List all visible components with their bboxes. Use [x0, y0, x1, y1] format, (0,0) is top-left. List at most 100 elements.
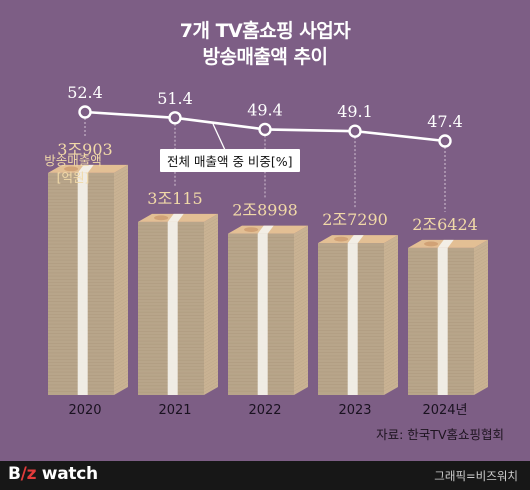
bill-edge-side [113, 261, 129, 270]
bill-edge-side [383, 296, 399, 305]
bill-edge-side [383, 328, 399, 337]
share-legend-label: 전체 매출액 중 비중[%] [160, 149, 300, 172]
bill-edge-side [203, 227, 219, 236]
bill-edge-side [113, 213, 129, 222]
bill-edge-side [203, 339, 219, 348]
bill-edge-side [293, 258, 309, 267]
bill-edge-side [113, 344, 129, 354]
bill-edge-side [293, 306, 309, 315]
logo-rest: watch [36, 464, 98, 484]
bill-edge-side [383, 312, 399, 321]
revenue-bar-2023: 2조7290 [318, 210, 399, 395]
bill-edge-side [293, 299, 309, 309]
bill-edge-side [203, 300, 219, 310]
bar-side-face [474, 239, 488, 395]
bill-edge-side [383, 315, 399, 325]
bill-edge-side [383, 334, 399, 344]
chart-title-line1: 7개 TV홈쇼핑 사업자 [179, 20, 351, 42]
bill-edge-side [293, 328, 309, 338]
bill-edge-side [473, 310, 489, 320]
bill-edge-side [293, 270, 309, 280]
bill-edge-side [473, 381, 489, 390]
bill-edge-side [383, 338, 399, 347]
revenue-unit-label: 방송매출액 [억원] [18, 152, 128, 186]
bill-edge-side [113, 194, 129, 203]
bill-edge-side [113, 319, 129, 328]
x-tick-label: 2020 [68, 403, 101, 418]
bill-edge-side [293, 254, 309, 264]
bill-edge-side [293, 251, 309, 261]
bill-edge-side [113, 354, 129, 363]
bill-edge-side [293, 331, 309, 341]
bill-edge-side [113, 267, 129, 277]
bill-edge-side [473, 368, 489, 377]
bill-edge-side [383, 264, 399, 273]
share-point [168, 111, 182, 125]
bill-edge-side [293, 245, 309, 254]
bill-edge-side [293, 267, 309, 277]
x-tick-label: 2023 [338, 403, 371, 418]
bill-edge-side [293, 366, 309, 376]
bill-edge-side [113, 331, 129, 341]
bill-edge-side [293, 354, 309, 363]
source-note: 자료: 한국TV홈쇼핑협회 [376, 427, 504, 442]
bill-edge-side [113, 306, 129, 315]
bill-edge-side [383, 376, 399, 385]
bill-edge-side [203, 236, 219, 246]
bill-edge-side [473, 314, 489, 323]
revenue-value-label: 3조115 [147, 189, 202, 208]
bill-edge-side [203, 249, 219, 259]
bill-edge-side [293, 238, 309, 248]
bill-edge-side [113, 175, 129, 184]
bill-edge-side [113, 187, 129, 197]
share-value-label: 49.1 [337, 102, 373, 121]
bill-edge-side [383, 258, 399, 267]
bill-edge-side [203, 256, 219, 265]
bill-edge-side [473, 378, 489, 387]
bill-edge-side [293, 350, 309, 360]
bill-edge-side [113, 341, 129, 350]
share-value-label: 52.4 [67, 83, 103, 102]
bill-edge-side [383, 382, 399, 392]
bill-edge-side [473, 342, 489, 352]
bill-edge-side [203, 320, 219, 329]
bill-edge-side [113, 210, 129, 219]
bill-edge-side [293, 229, 309, 238]
share-value-label: 49.4 [247, 100, 283, 119]
graphic-credit: 그래픽=비즈워치 [434, 469, 518, 483]
bill-edge-side [293, 248, 309, 258]
bill-edge-side [473, 266, 489, 275]
bill-edge-side [473, 250, 489, 259]
bill-edge-side [383, 277, 399, 286]
bill-edge-side [383, 290, 399, 299]
bill-edge-side [473, 384, 489, 393]
bill-edge-side [473, 275, 489, 285]
bill-edge-side [113, 325, 129, 334]
bill-edge-side [203, 284, 219, 294]
bill-edge-side [113, 383, 129, 392]
bill-edge-side [203, 371, 219, 380]
bill-edge-side [473, 301, 489, 310]
bill-edge-side [383, 350, 399, 360]
revenue-value-label: 2조8998 [232, 201, 298, 220]
bill-edge-side [383, 270, 399, 280]
bill-edge-side [113, 367, 129, 376]
revenue-bar-2024년: 2조6424 [408, 215, 489, 395]
bill-edge-side [113, 309, 129, 318]
bill-edge-side [203, 297, 219, 307]
bill-edge-side [203, 332, 219, 342]
x-tick-label: 2024년 [422, 403, 467, 418]
bill-edge-side [113, 203, 129, 213]
bill-edge-side [113, 191, 129, 200]
bill-edge-side [113, 248, 129, 258]
bill-edge-side [203, 230, 219, 239]
bill-edge-side [473, 285, 489, 294]
bill-edge-side [473, 358, 489, 368]
money-band-top [77, 164, 94, 173]
bill-edge-side [293, 302, 309, 312]
money-band [437, 247, 448, 395]
bill-edge-side [113, 335, 129, 344]
bill-edge-side [473, 371, 489, 381]
bill-edge-side [113, 280, 129, 290]
